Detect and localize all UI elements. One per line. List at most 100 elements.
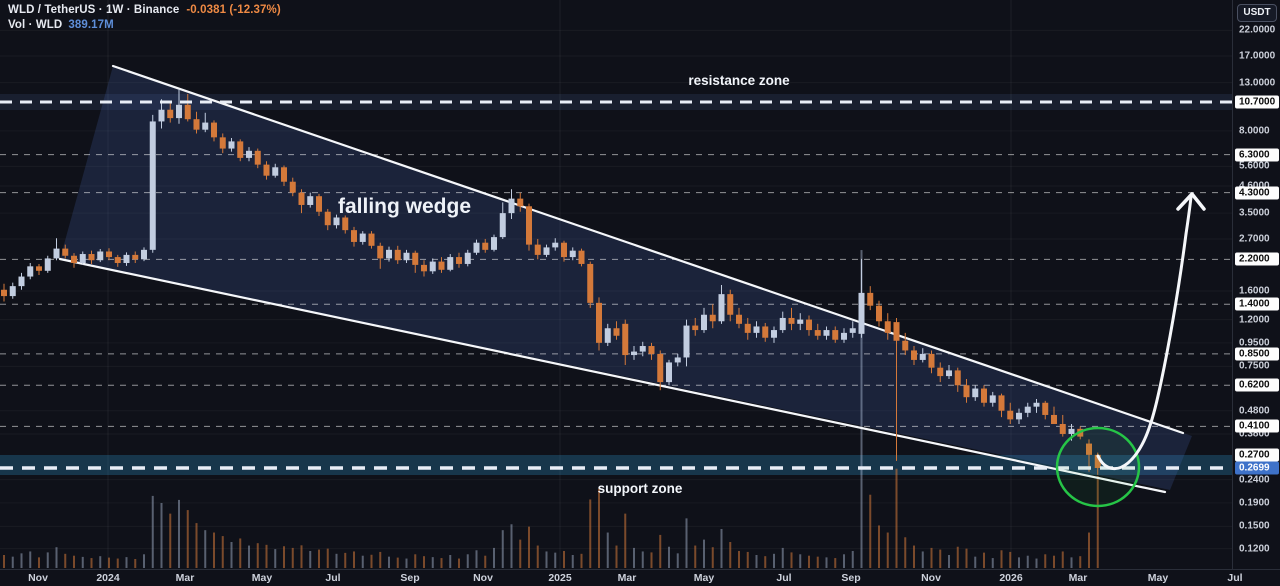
time-tick-label: Jul [776, 572, 792, 584]
volume-bar [414, 554, 417, 568]
volume-bar [851, 550, 854, 568]
time-axis[interactable]: Nov 2024 Mar May Jul Sep Nov 2025 Mar May Jul Sep No… [0, 569, 1280, 586]
price-tick-label: 17.0000 [1239, 50, 1276, 62]
volume-bar [519, 539, 522, 568]
volume-bar [606, 532, 609, 568]
volume-bar [983, 552, 985, 568]
volume-bar [300, 545, 303, 568]
volume-bar [291, 547, 294, 568]
support-zone-band[interactable] [0, 455, 1232, 475]
candle-body [876, 305, 882, 322]
time-tick-label: 2024 [96, 572, 120, 584]
price-tick-label: 13.0000 [1239, 77, 1276, 89]
volume-value: 389.17M [68, 19, 114, 31]
candle-body [841, 332, 847, 340]
time-tick-label: Mar [617, 572, 637, 584]
candle-body [797, 319, 804, 324]
wedge-upper-trendline[interactable] [111, 64, 1185, 435]
price-tick-label: 0.1900 [1239, 497, 1270, 509]
resistance-zone-band[interactable] [0, 94, 1232, 110]
volume-bar [11, 556, 14, 568]
volume-bar [405, 558, 408, 568]
volume-bar [825, 557, 828, 568]
volume-bar [746, 551, 749, 568]
candle-body [307, 196, 314, 205]
candle-body [1086, 443, 1092, 455]
volume-bar [1009, 551, 1012, 568]
candle-body [727, 294, 734, 315]
volume-bar [3, 554, 5, 568]
volume-bar [265, 544, 268, 568]
volume-bar [116, 558, 119, 568]
candle-body [429, 261, 436, 272]
candle-body [884, 321, 891, 333]
volume-bar [361, 555, 364, 568]
support-zone-label[interactable]: support zone [597, 481, 683, 496]
candle-body [106, 251, 112, 258]
volume-bar [248, 545, 250, 568]
volume-bar [624, 513, 627, 568]
price-level-badge: 0.4100 [1235, 419, 1279, 433]
candle-body [954, 370, 961, 386]
time-tick-label: Sep [841, 572, 861, 584]
volume-bar [536, 545, 539, 568]
candle-body [71, 255, 77, 263]
candle-body [517, 198, 524, 207]
volume-bar [711, 547, 714, 568]
volume-bar [878, 525, 880, 568]
volume-bar [913, 545, 915, 568]
candle-body [893, 322, 900, 341]
volume-bar [169, 513, 172, 568]
breakout-highlight-circle[interactable] [1055, 426, 1141, 508]
candle-body [403, 252, 410, 261]
volume-bar [151, 495, 154, 568]
volume-bar [256, 543, 259, 568]
volume-bar [475, 550, 478, 568]
candle-body [1094, 454, 1101, 468]
volume-bar [125, 557, 128, 568]
volume-bar [808, 555, 810, 568]
volume-bar [99, 556, 102, 568]
wedge-lower-trendline[interactable] [58, 257, 1167, 494]
candle-body [753, 326, 760, 333]
candle-body [902, 340, 909, 351]
candle-body [246, 150, 252, 158]
volume-bar [1035, 558, 1038, 568]
candle-body [622, 323, 629, 356]
symbol-title[interactable]: WLD / TetherUS · 1W · Binance [8, 4, 180, 16]
candle-body [79, 254, 86, 263]
volume-bar [1026, 555, 1029, 568]
time-tick-label: Nov [28, 572, 48, 584]
volume-bar [20, 553, 23, 568]
candle-body [368, 233, 375, 246]
projection-arrow-head[interactable] [1176, 192, 1206, 211]
candle-body [464, 252, 471, 264]
volume-bar [703, 539, 705, 568]
volume-bar [563, 550, 565, 568]
resistance-zone-label[interactable]: resistance zone [688, 73, 790, 88]
time-tick-label: Mar [175, 572, 195, 584]
candle-body [167, 109, 174, 119]
volume-bar [370, 554, 373, 568]
candle-body [53, 248, 60, 259]
falling-wedge-label[interactable]: falling wedge [338, 195, 472, 218]
volume-bar [738, 550, 740, 568]
volume-bar [764, 556, 767, 568]
candle-body [937, 367, 944, 377]
currency-unit-button[interactable]: USDT [1237, 4, 1277, 22]
volume-bar [948, 554, 950, 568]
projection-arrow-shaft[interactable] [1096, 195, 1193, 471]
volume-bar [580, 553, 583, 568]
candle-body [823, 330, 830, 336]
volume-bar [956, 546, 959, 568]
volume-bar [886, 532, 889, 568]
volume-bar [773, 553, 775, 568]
volume-bar [73, 555, 75, 568]
price-axis[interactable]: USDT 22.0000 17.0000 13.0000 8.0000 5.6000 4.… [1232, 0, 1280, 569]
candle-body [316, 196, 322, 212]
falling-wedge-fill[interactable] [60, 66, 1192, 490]
volume-label[interactable]: Vol · WLD [8, 19, 63, 31]
volume-bar [554, 552, 557, 568]
price-level-badge: 0.2700 [1235, 448, 1279, 462]
